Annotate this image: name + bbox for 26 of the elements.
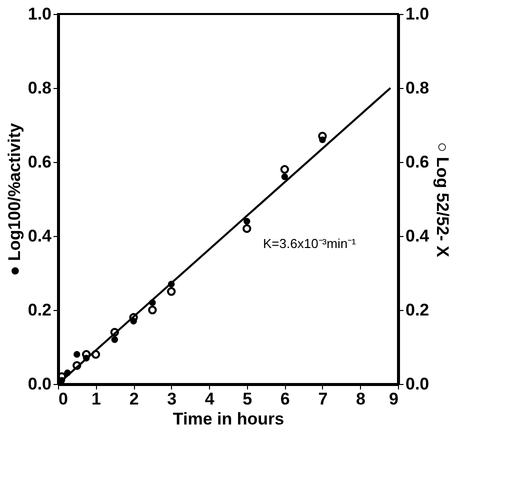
x-tick-label: 5 bbox=[242, 390, 252, 408]
x-tick-label: 7 bbox=[318, 390, 328, 408]
y2-tick-label: 0.4 bbox=[406, 226, 430, 246]
x-tick-label: 0 bbox=[58, 390, 68, 408]
x-tick-label: 4 bbox=[204, 390, 215, 408]
x-axis-title: Time in hours bbox=[172, 410, 284, 428]
annotation: K=3.6x10⁻³min⁻¹ bbox=[263, 236, 357, 251]
y2-tick-label: 1.0 bbox=[406, 4, 430, 24]
y-axis-title: ● Log100/%activity bbox=[4, 122, 24, 276]
x-tick-label: 1 bbox=[92, 390, 102, 408]
y2-axis-title: ○ Log 52/52- X bbox=[433, 142, 452, 258]
x-tick-label: 2 bbox=[129, 390, 139, 408]
x-tick-label: 9 bbox=[389, 390, 398, 408]
y-tick-label: 0.4 bbox=[28, 226, 52, 246]
y-tick-label: 0.2 bbox=[28, 300, 52, 320]
y2-tick-label: 0.0 bbox=[406, 374, 430, 394]
y-tick-label: 1.0 bbox=[28, 4, 52, 24]
y-tick-label: 0.6 bbox=[28, 152, 52, 172]
y-tick-label: 0.0 bbox=[28, 374, 52, 394]
y2-tick-label: 0.6 bbox=[406, 152, 430, 172]
y2-tick-label: 0.8 bbox=[406, 78, 430, 98]
x-tick-label: 8 bbox=[356, 390, 366, 408]
x-tick-label: 6 bbox=[280, 390, 290, 408]
y-tick-label: 0.8 bbox=[28, 78, 52, 98]
x-tick-label: 3 bbox=[167, 390, 177, 408]
y2-tick-label: 0.2 bbox=[406, 300, 430, 320]
